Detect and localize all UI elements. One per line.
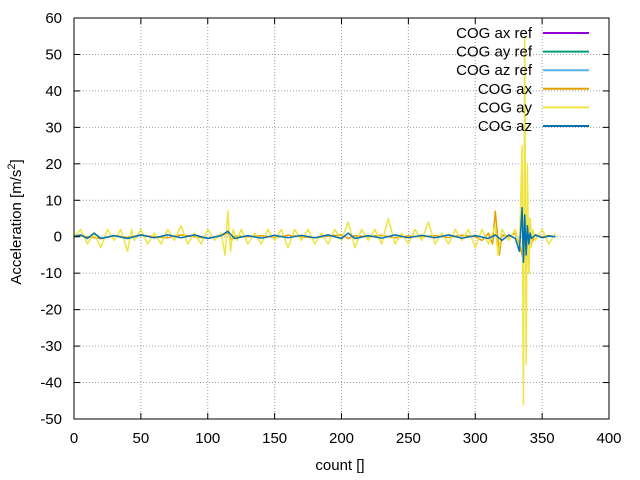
y-tick-label: -20 (40, 302, 62, 319)
x-tick-label: 0 (70, 430, 78, 447)
x-tick-label: 200 (329, 430, 354, 447)
y-tick-label: 40 (45, 83, 62, 100)
y-tick-label: 30 (45, 119, 62, 136)
y-tick-label: -10 (40, 265, 62, 282)
x-tick-label: 50 (133, 430, 150, 447)
x-tick-label: 300 (463, 430, 488, 447)
x-axis-label: count [] (315, 457, 364, 474)
x-tick-label: 100 (195, 430, 220, 447)
y-axis-label-tail: ] (8, 159, 25, 163)
x-tick-label: 400 (596, 430, 621, 447)
x-tick-label: 150 (262, 430, 287, 447)
x-tick-label: 350 (530, 430, 555, 447)
y-tick-label: 60 (45, 10, 62, 27)
series-line-cog-az (73, 206, 556, 263)
y-axis-label-superscript: 2 (6, 164, 18, 170)
x-axis-ticks: 0 50 100 150 200 250 300 350 400 (70, 18, 622, 447)
series-line-cog-ay (73, 35, 557, 406)
y-tick-label: -50 (40, 411, 62, 428)
y-tick-label: -30 (40, 338, 62, 355)
y-tick-label: 10 (45, 192, 62, 209)
y-tick-label: 20 (45, 156, 62, 173)
series-line-cog-ax (73, 195, 556, 274)
y-axis-ticks: -50 -40 -30 -20 -10 0 10 20 30 40 50 60 (40, 10, 609, 428)
grid-lines (74, 18, 609, 419)
x-tick-label: 250 (396, 430, 421, 447)
y-tick-label: -40 (40, 375, 62, 392)
legend-label: COG ay (478, 99, 533, 116)
legend-label: COG az (478, 118, 532, 135)
legend-label: COG ax ref (456, 25, 533, 42)
y-axis-label: Acceleration [m/s2] (6, 159, 25, 284)
series-layer (73, 35, 557, 406)
y-tick-label: 0 (54, 229, 62, 246)
legend-label: COG az ref (456, 62, 533, 79)
y-tick-label: 50 (45, 46, 62, 63)
legend-label: COG ay ref (456, 44, 533, 61)
y-axis-label-main: Acceleration [m/s (8, 170, 25, 285)
legend-label: COG ax (478, 81, 533, 98)
